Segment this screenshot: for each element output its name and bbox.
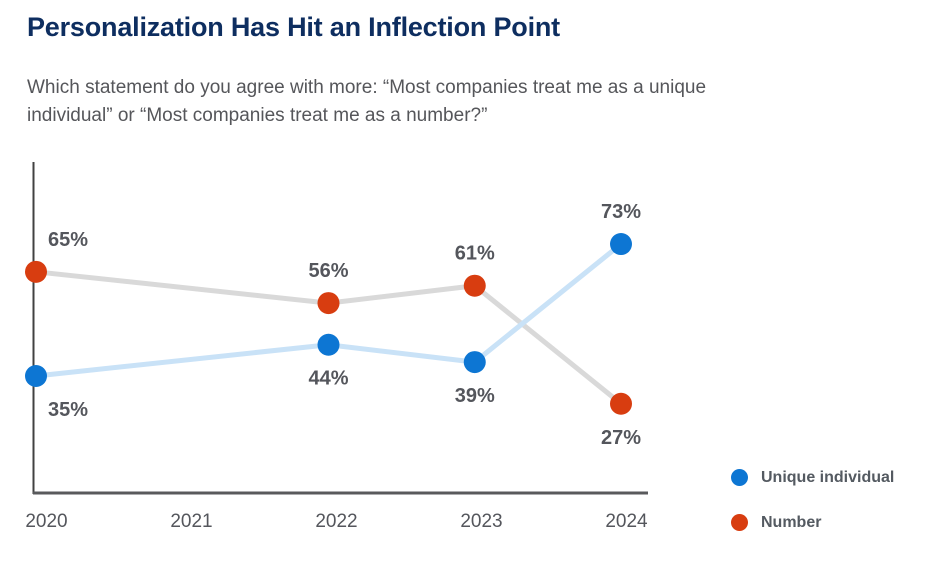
legend-label-number: Number — [761, 513, 822, 531]
data-point-number-2024 — [610, 392, 632, 415]
chart-subtitle: Which statement do you agree with more: … — [27, 77, 707, 126]
chart-title: Personalization Has Hit an Inflection Po… — [27, 12, 560, 42]
x-tick-label-2020: 2020 — [25, 511, 67, 532]
data-point-unique-individual-2022 — [317, 333, 340, 356]
data-label-unique-individual-2020: 35% — [48, 399, 88, 421]
data-label-number-2024: 27% — [601, 427, 641, 449]
legend-marker-number-icon — [731, 514, 748, 531]
data-label-unique-individual-2024: 73% — [601, 201, 641, 223]
data-point-number-2023 — [463, 274, 486, 297]
data-point-unique-individual-2024 — [610, 233, 632, 256]
data-label-number-2020: 65% — [48, 229, 88, 251]
x-tick-label-2021: 2021 — [170, 511, 212, 532]
data-point-unique-individual-2020 — [25, 364, 47, 387]
data-label-number-2023: 61% — [455, 243, 495, 265]
data-label-number-2022: 56% — [308, 260, 348, 282]
data-point-number-2022 — [317, 292, 340, 315]
legend: Unique individual Number — [731, 468, 894, 558]
x-tick-label-2024: 2024 — [605, 511, 648, 532]
x-tick-label-2023: 2023 — [460, 511, 502, 532]
trend-line-chart: 2020 2021 2022 2023 2024 35% 44% 39% 73% 65% 56% 61… — [25, 162, 648, 532]
series-line-number — [33, 269, 624, 407]
legend-label-unique-individual: Unique individual — [761, 468, 895, 486]
legend-item-number: Number — [731, 513, 894, 532]
series-line-unique-individual — [33, 241, 624, 379]
data-point-unique-individual-2023 — [463, 351, 486, 374]
data-label-unique-individual-2022: 44% — [308, 368, 348, 390]
data-point-number-2020 — [25, 260, 47, 283]
x-tick-label-2022: 2022 — [315, 511, 357, 532]
data-label-unique-individual-2023: 39% — [455, 385, 495, 407]
legend-marker-unique-individual-icon — [731, 469, 748, 486]
legend-item-unique-individual: Unique individual — [731, 468, 894, 487]
